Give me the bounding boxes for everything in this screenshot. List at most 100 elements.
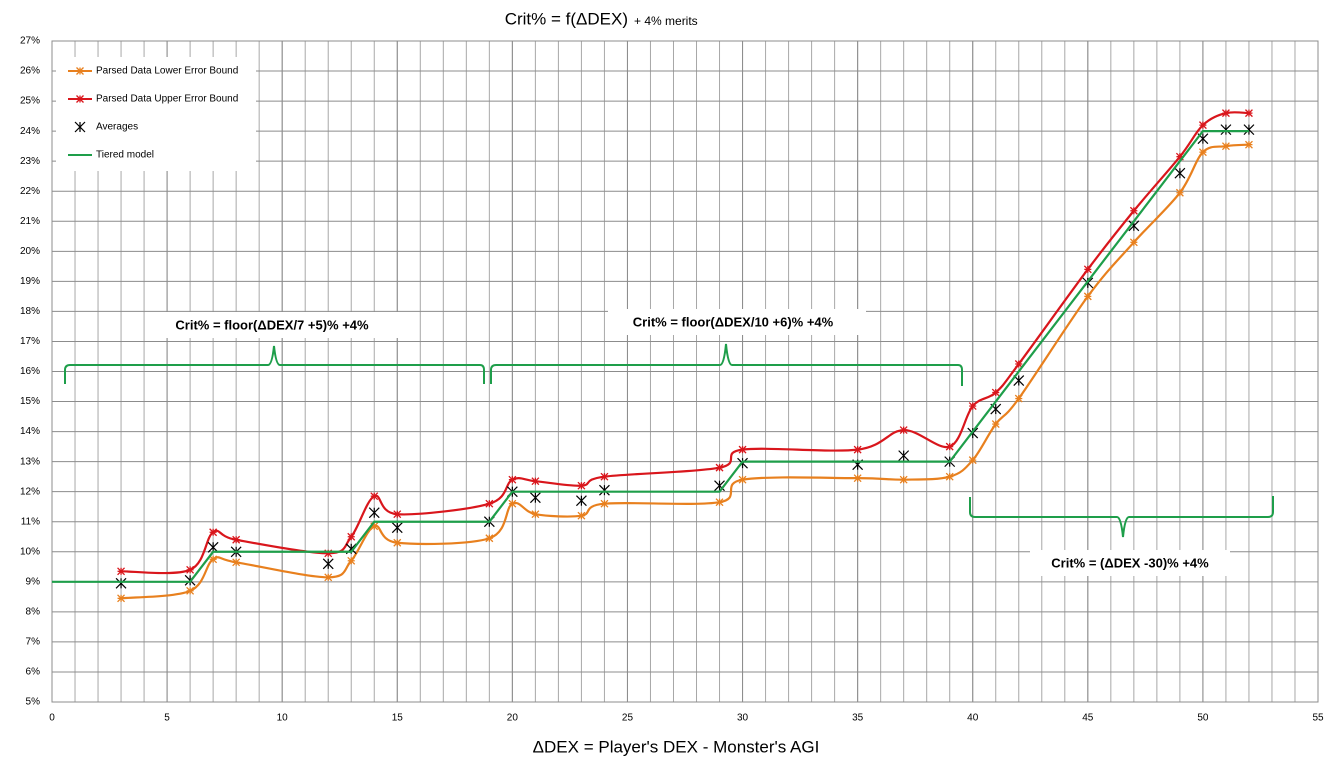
legend-label: Parsed Data Upper Error Bound (96, 94, 238, 105)
y-tick-label: 19% (20, 276, 40, 287)
data-point (1243, 124, 1255, 136)
data-point (322, 558, 334, 570)
annotation-bg (608, 309, 866, 335)
annotation: Crit% = (ΔDEX -30)% +4% (1051, 555, 1209, 570)
data-point (529, 492, 541, 504)
data-point (1083, 292, 1092, 301)
data-point (1198, 148, 1207, 157)
data-point (186, 586, 195, 595)
data-point (968, 402, 977, 411)
chart-title: Crit% = f(ΔDEX) (505, 9, 628, 28)
data-point (531, 477, 540, 486)
legend-label: Parsed Data Lower Error Bound (96, 66, 238, 77)
data-point (508, 499, 517, 508)
x-axis-label: ΔDEX = Player's DEX - Monster's AGI (533, 737, 820, 756)
x-tick-label: 45 (1082, 713, 1094, 724)
data-point (715, 463, 724, 472)
data-point (531, 510, 540, 519)
data-point (117, 594, 126, 603)
data-point (74, 121, 86, 133)
y-tick-label: 21% (20, 216, 40, 227)
y-tick-label: 8% (26, 607, 41, 618)
y-tick-label: 12% (20, 486, 40, 497)
annotation-bg (150, 312, 398, 338)
data-point (991, 420, 1000, 429)
data-point (738, 475, 747, 484)
data-point (1083, 265, 1092, 274)
data-point (991, 388, 1000, 397)
annotation: Crit% = floor(ΔDEX/7 +5)% +4% (175, 317, 369, 332)
data-point (508, 475, 517, 484)
data-point (600, 472, 609, 481)
data-point (207, 541, 219, 553)
x-tick-label: 10 (277, 713, 289, 724)
y-tick-label: 24% (20, 126, 40, 137)
y-tick-label: 14% (20, 426, 40, 437)
data-point (1244, 109, 1253, 118)
y-tick-label: 20% (20, 246, 40, 257)
data-point (945, 442, 954, 451)
data-point (324, 573, 333, 582)
data-point (391, 522, 403, 534)
x-tick-label: 20 (507, 713, 519, 724)
data-point (1220, 124, 1232, 136)
data-point (393, 538, 402, 547)
data-point (76, 95, 84, 103)
y-tick-label: 9% (26, 576, 41, 587)
data-point (1129, 238, 1138, 247)
y-tick-label: 17% (20, 336, 40, 347)
y-tick-label: 23% (20, 156, 40, 167)
y-tick-label: 25% (20, 96, 40, 107)
x-tick-label: 50 (1197, 713, 1209, 724)
x-tick-label: 0 (49, 713, 55, 724)
data-point (209, 528, 218, 537)
legend: Parsed Data Lower Error Bound Parsed Data… (56, 57, 256, 171)
legend-label: Tiered model (96, 150, 154, 161)
data-point (76, 67, 84, 75)
data-point (738, 445, 747, 454)
x-tick-label: 5 (164, 713, 170, 724)
data-point (209, 555, 218, 564)
data-point (370, 492, 379, 501)
data-point (945, 472, 954, 481)
data-point (232, 558, 241, 567)
data-point (1221, 109, 1230, 118)
legend-box (56, 57, 256, 171)
data-point (1175, 188, 1184, 197)
x-tick-label: 25 (622, 713, 634, 724)
y-tick-label: 26% (20, 66, 40, 77)
y-tick-label: 22% (20, 186, 40, 197)
data-point (1198, 121, 1207, 130)
data-point (368, 507, 380, 519)
annotation-bg (1030, 550, 1230, 576)
data-point (575, 495, 587, 507)
data-point (1014, 394, 1023, 403)
chart-subtitle: + 4% merits (634, 14, 698, 28)
y-tick-label: 18% (20, 306, 40, 317)
data-point (1221, 142, 1230, 151)
data-point (485, 534, 494, 543)
y-tick-label: 10% (20, 546, 40, 557)
data-point (1244, 140, 1253, 149)
data-point (599, 484, 610, 496)
data-point (393, 510, 402, 519)
x-tick-label: 55 (1312, 713, 1324, 724)
data-point (1129, 206, 1138, 215)
data-point (347, 556, 356, 565)
y-tick-label: 6% (26, 667, 41, 678)
y-tick-label: 15% (20, 396, 40, 407)
y-tick-label: 11% (21, 516, 40, 527)
x-tick-label: 15 (392, 713, 404, 724)
series-line (52, 130, 1249, 583)
data-point (186, 565, 195, 574)
bracket (490, 343, 963, 386)
data-point (1014, 360, 1023, 368)
y-tick-label: 16% (20, 366, 40, 377)
data-point (1174, 167, 1186, 179)
data-point (347, 532, 356, 541)
bracket (969, 496, 1274, 538)
plot-border (51, 40, 1319, 703)
annotation: Crit% = floor(ΔDEX/10 +6)% +4% (633, 314, 834, 329)
data-point (115, 577, 127, 589)
